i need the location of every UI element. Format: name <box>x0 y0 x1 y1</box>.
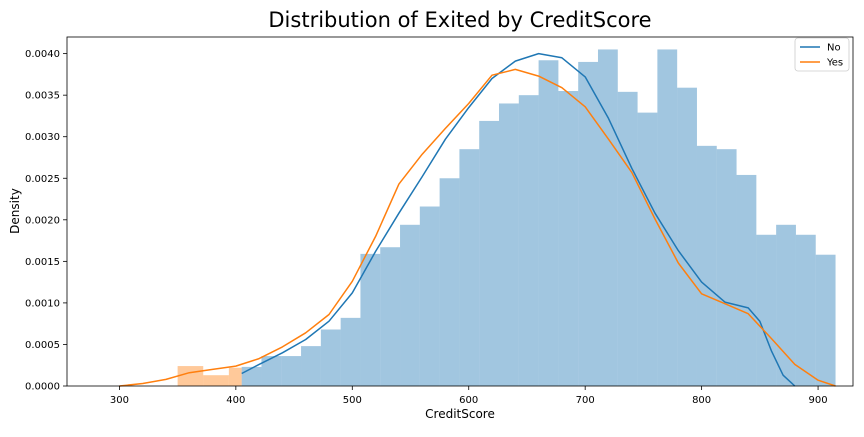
histogram-bar <box>400 224 420 386</box>
histogram-bar <box>177 366 204 386</box>
histogram-bar <box>578 61 598 387</box>
legend: No Yes <box>794 37 850 72</box>
x-tick-label: 700 <box>576 395 595 406</box>
histogram-bar <box>459 149 480 386</box>
histogram-bar <box>558 91 579 386</box>
histogram-bar <box>795 234 816 386</box>
y-tick-label: 0.0010 <box>25 298 60 309</box>
y-tick-label: 0.0000 <box>25 382 60 393</box>
histogram-bar <box>320 329 341 386</box>
y-tick-label: 0.0035 <box>25 91 60 102</box>
plot-area: 300 400 500 600 700 800 900 0.0000 0.0005 0.0010 0… <box>25 36 854 406</box>
histogram-bar <box>776 224 796 386</box>
y-tick-label: 0.0040 <box>25 49 60 60</box>
kde-line-no <box>241 52 796 387</box>
histogram-bar <box>340 317 361 386</box>
x-tick-label: 400 <box>226 395 245 406</box>
histogram-bar <box>228 367 242 386</box>
histogram-bar <box>657 49 678 386</box>
y-tick-label: 0.0025 <box>25 174 60 185</box>
histogram-bar <box>597 49 618 386</box>
histogram-bar <box>518 95 539 387</box>
histogram-bar <box>479 120 500 386</box>
histogram-bar <box>380 247 401 386</box>
histogram-bar <box>261 356 282 386</box>
histogram-bar <box>419 206 440 386</box>
y-axis-label: Density <box>8 188 22 234</box>
histogram-no <box>241 49 836 387</box>
x-tick-label: 900 <box>809 395 828 406</box>
legend-label-no: No <box>827 43 841 54</box>
histogram-bar <box>241 366 262 386</box>
histogram-bar <box>499 103 519 386</box>
y-tick-label: 0.0030 <box>25 132 60 143</box>
histogram-bar <box>696 145 717 386</box>
x-axis-label: CreditScore <box>425 407 495 421</box>
histogram-bar <box>815 254 836 386</box>
x-tick-label: 500 <box>343 395 362 406</box>
chart-title: Distribution of Exited by CreditScore <box>268 8 651 32</box>
histogram-bar <box>439 178 460 386</box>
histogram-bar <box>756 234 777 386</box>
histogram-bar <box>360 253 381 386</box>
histogram-yes <box>177 366 242 386</box>
histogram-bar <box>736 174 757 386</box>
histogram-bar <box>677 87 697 386</box>
plot-frame <box>66 36 854 387</box>
histogram-bar <box>538 60 559 387</box>
histogram-bar <box>203 375 229 386</box>
histogram-bar <box>281 356 302 386</box>
y-tick-label: 0.0020 <box>25 215 60 226</box>
histogram-bar <box>617 91 638 386</box>
x-tick-label: 800 <box>692 395 711 406</box>
legend-label-yes: Yes <box>826 58 843 69</box>
x-tick-label: 600 <box>459 395 478 406</box>
histogram-bar <box>637 112 658 386</box>
x-tick-label: 300 <box>110 395 129 406</box>
histogram-bar <box>301 346 321 386</box>
kde-line-yes <box>119 68 836 387</box>
y-tick-label: 0.0015 <box>25 257 60 268</box>
y-tick-label: 0.0005 <box>25 340 60 351</box>
histogram-bar <box>716 149 737 386</box>
